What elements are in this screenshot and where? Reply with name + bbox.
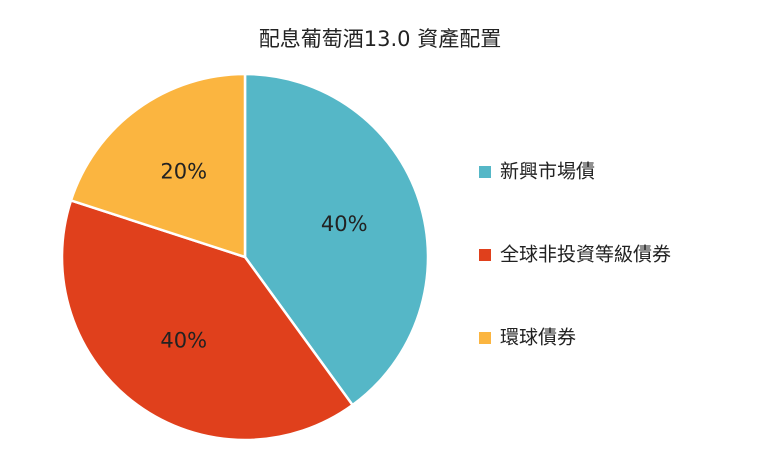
legend-swatch (479, 332, 491, 344)
value-label: 40% (160, 328, 207, 352)
chart-title: 配息葡萄酒13.0 資產配置 (259, 27, 501, 51)
legend-label: 新興市場債 (500, 161, 595, 183)
pie-slice (243, 72, 430, 407)
legend-swatch (479, 249, 491, 261)
legend-swatch (479, 166, 491, 178)
legend-label: 環球債券 (500, 327, 576, 349)
value-label: 20% (160, 160, 207, 184)
pie-slice (60, 198, 355, 442)
value-label: 40% (321, 212, 368, 236)
legend-label: 全球非投資等級債券 (500, 244, 671, 266)
pie-slice (69, 72, 247, 259)
